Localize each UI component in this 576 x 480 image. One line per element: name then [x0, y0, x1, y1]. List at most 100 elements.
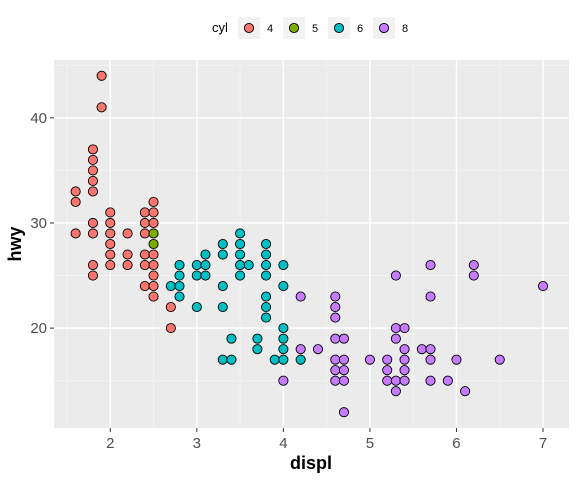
data-point-cyl-4: [165, 302, 176, 313]
data-point-cyl-6: [200, 259, 211, 271]
data-point-cyl-6: [278, 259, 289, 271]
data-point-cyl-4: [139, 217, 150, 229]
data-point-cyl-4: [139, 281, 150, 292]
data-point-cyl-8: [330, 365, 341, 376]
data-point-cyl-6: [235, 249, 246, 260]
data-point-cyl-8: [312, 344, 324, 355]
data-point-cyl-4: [96, 70, 107, 81]
data-point-cyl-8: [338, 354, 350, 365]
data-point-cyl-8: [451, 354, 462, 365]
data-point-cyl-4: [70, 228, 81, 239]
legend: cyl 4 5 6 8: [212, 17, 408, 39]
data-point-cyl-6: [261, 302, 272, 313]
data-point-cyl-8: [399, 354, 410, 365]
x-tick-label: 3: [193, 435, 201, 452]
data-point-cyl-8: [460, 386, 471, 397]
data-point-cyl-8: [338, 375, 350, 386]
data-point-cyl-8: [295, 344, 306, 355]
data-point-cyl-8: [468, 259, 479, 271]
x-tick-label: 5: [366, 435, 374, 452]
data-point-cyl-8: [330, 354, 341, 365]
data-point-cyl-8: [425, 291, 436, 302]
data-point-cyl-6: [261, 291, 272, 302]
data-point-cyl-8: [330, 333, 341, 344]
data-point-cyl-6: [235, 238, 246, 250]
data-point-cyl-8: [399, 323, 410, 334]
y-tick-label: 20: [30, 320, 47, 337]
y-axis: 20 30 40: [30, 110, 54, 337]
data-point-cyl-8: [390, 333, 401, 344]
y-tick-label: 40: [30, 110, 47, 127]
legend-key-cyl-6: [333, 22, 345, 34]
data-point-cyl-6: [200, 249, 211, 260]
data-point-cyl-8: [330, 375, 341, 386]
data-point-cyl-4: [87, 165, 98, 176]
data-point-cyl-4: [122, 249, 133, 260]
data-point-cyl-8: [390, 386, 401, 397]
data-point-cyl-8: [338, 333, 350, 344]
x-tick-label: 7: [539, 435, 547, 452]
data-point-cyl-6: [235, 228, 246, 239]
x-tick-label: 4: [279, 435, 287, 452]
data-point-cyl-8: [425, 354, 436, 365]
data-point-cyl-6: [278, 323, 289, 334]
data-point-cyl-6: [226, 333, 237, 344]
legend-key-cyl-8: [378, 22, 390, 34]
y-tick-label: 30: [30, 215, 47, 232]
data-point-cyl-4: [105, 228, 116, 239]
data-point-cyl-6: [278, 281, 289, 292]
data-point-cyl-6: [278, 333, 289, 344]
data-point-cyl-8: [364, 354, 375, 365]
data-points: [70, 70, 549, 418]
data-point-cyl-4: [148, 207, 159, 218]
data-point-cyl-4: [148, 259, 159, 271]
data-point-cyl-5: [148, 238, 159, 250]
data-point-cyl-4: [87, 144, 98, 155]
data-point-cyl-4: [70, 186, 81, 197]
data-point-cyl-6: [278, 344, 289, 355]
data-point-cyl-8: [494, 354, 505, 365]
data-point-cyl-6: [217, 249, 228, 260]
data-point-cyl-8: [390, 270, 401, 281]
data-point-cyl-4: [148, 196, 159, 207]
data-point-cyl-4: [139, 249, 150, 260]
legend-title: cyl: [212, 20, 228, 35]
data-point-cyl-8: [390, 375, 401, 386]
data-point-cyl-6: [174, 291, 185, 302]
legend-label-cyl-8: 8: [402, 23, 408, 35]
legend-key-cyl-4: [243, 22, 255, 34]
data-point-cyl-4: [165, 323, 176, 334]
major-gridlines: [54, 60, 569, 428]
data-point-cyl-6: [217, 302, 228, 313]
data-point-cyl-4: [148, 217, 159, 229]
data-point-cyl-4: [105, 217, 116, 229]
data-point-cyl-6: [261, 312, 272, 323]
data-point-cyl-8: [330, 312, 341, 323]
data-point-cyl-8: [425, 375, 436, 386]
data-point-cyl-4: [105, 207, 116, 218]
data-point-cyl-6: [191, 302, 202, 313]
data-point-cyl-6: [200, 270, 211, 281]
data-point-cyl-4: [87, 154, 98, 165]
data-point-cyl-6: [269, 354, 280, 365]
data-point-cyl-6: [261, 238, 272, 250]
x-axis-title: displ: [290, 453, 332, 473]
data-point-cyl-4: [148, 291, 159, 302]
data-point-cyl-8: [382, 354, 393, 365]
data-point-cyl-6: [278, 354, 289, 365]
x-tick-label: 6: [452, 435, 460, 452]
data-point-cyl-6: [235, 259, 246, 271]
data-point-cyl-6: [191, 259, 202, 271]
data-point-cyl-6: [174, 281, 185, 292]
data-point-cyl-4: [96, 102, 107, 113]
data-point-cyl-8: [330, 291, 341, 302]
data-point-cyl-8: [382, 375, 393, 386]
data-point-cyl-6: [217, 354, 228, 365]
data-point-cyl-8: [330, 302, 341, 313]
data-point-cyl-8: [442, 375, 453, 386]
data-point-cyl-4: [139, 207, 150, 218]
legend-label-cyl-5: 5: [312, 23, 318, 35]
x-tick-label: 2: [106, 435, 114, 452]
data-point-cyl-8: [278, 375, 289, 386]
